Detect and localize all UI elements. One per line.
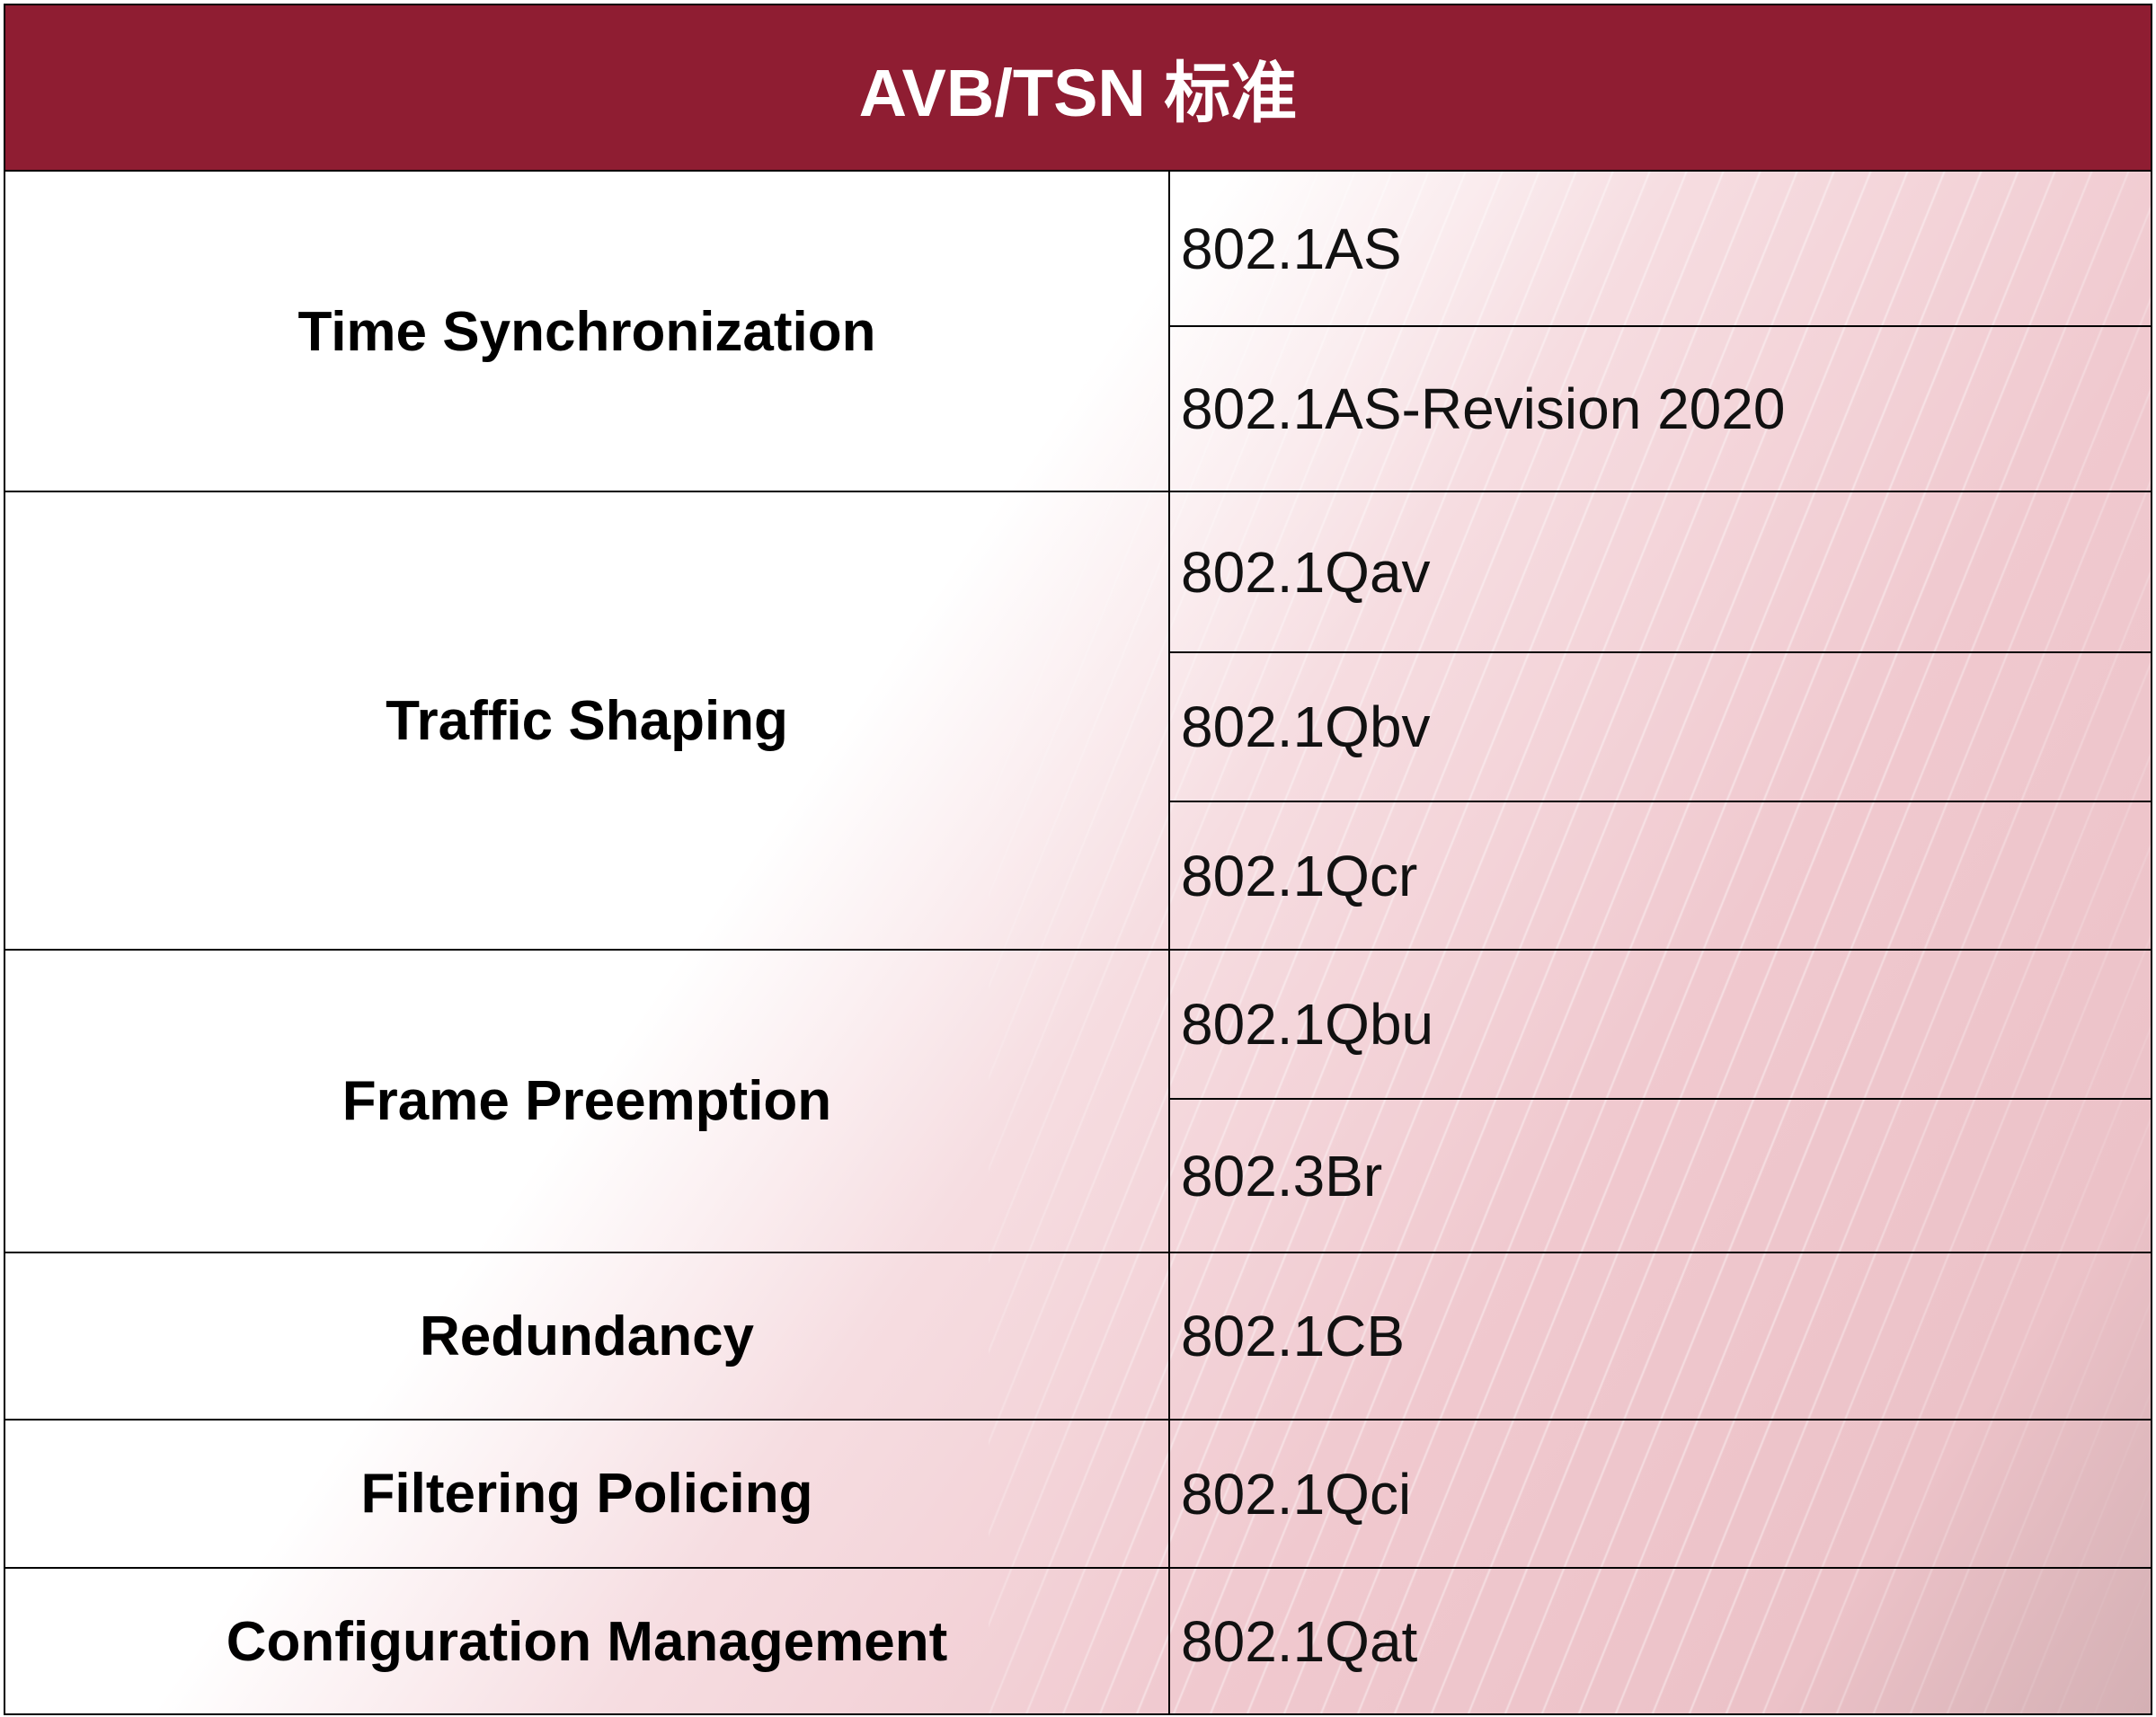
category-cell: Redundancy (5, 1252, 1168, 1420)
category-cell: Configuration Management (5, 1568, 1168, 1715)
standard-cell: 802.1Qav (1181, 539, 1431, 605)
decorative-stripes (989, 172, 2151, 1713)
sub-row-divider (1168, 325, 2151, 327)
row-divider (5, 491, 2151, 492)
row-divider (5, 1252, 2151, 1253)
category-cell: Frame Preemption (5, 950, 1168, 1252)
table-border (4, 4, 2152, 1715)
row-divider (5, 1567, 2151, 1569)
category-label: Traffic Shaping (386, 689, 788, 752)
category-cell: Filtering Policing (5, 1420, 1168, 1568)
standard-cell: 802.3Br (1181, 1143, 1383, 1208)
row-divider (5, 1419, 2151, 1421)
row-divider (5, 949, 2151, 951)
standard-cell: 802.1AS-Revision 2020 (1181, 376, 1786, 441)
standard-cell: 802.1Qbv (1181, 695, 1431, 759)
category-cell: Time Synchronization (5, 172, 1168, 491)
standard-cell: 802.1Qat (1181, 1609, 1418, 1674)
category-label: Filtering Policing (360, 1463, 813, 1525)
standard-cell: 802.1Qci (1181, 1461, 1412, 1527)
category-label: Time Synchronization (297, 300, 876, 363)
sub-row-divider (1168, 651, 2151, 653)
table-background (5, 172, 2151, 1713)
category-cell: Traffic Shaping (5, 491, 1168, 950)
column-divider (1168, 172, 1170, 1715)
standard-cell: 802.1AS (1181, 217, 1402, 281)
table-header: AVB/TSN 标准 (5, 5, 2151, 172)
category-label: Frame Preemption (342, 1070, 832, 1132)
sub-row-divider (1168, 1098, 2151, 1100)
standard-cell: 802.1CB (1181, 1304, 1406, 1368)
category-label: Configuration Management (226, 1610, 948, 1673)
category-label: Redundancy (419, 1305, 755, 1367)
sub-row-divider (1168, 801, 2151, 802)
table-title: AVB/TSN 标准 (858, 56, 1298, 130)
standard-cell: 802.1Qbu (1181, 992, 1434, 1057)
standard-cell: 802.1Qcr (1181, 843, 1418, 908)
